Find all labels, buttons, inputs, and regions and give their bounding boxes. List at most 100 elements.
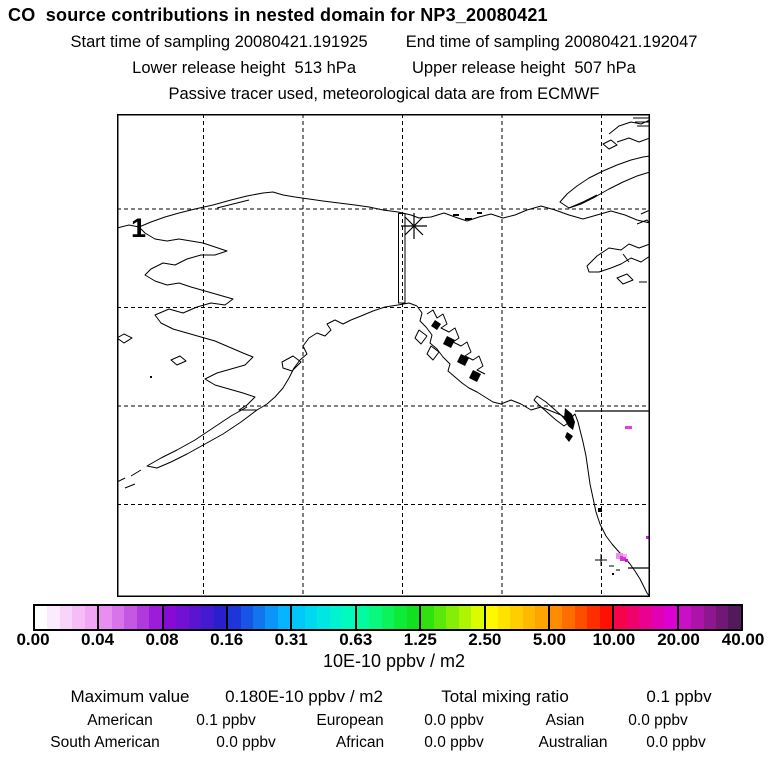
region-label-american: American: [87, 712, 153, 729]
colorbar-cell: [587, 606, 600, 629]
colorbar-cell: [342, 606, 355, 629]
colorbar-tick-label: 0.00: [16, 630, 50, 649]
colorbar-cell: [228, 606, 241, 629]
colorbar-tick-label: 40.00: [721, 630, 765, 649]
region-value-african: 0.0 ppbv: [424, 734, 484, 751]
release-asterisk-icon: [401, 213, 427, 239]
colorbar-cell: [149, 606, 162, 629]
colorbar-cell: [664, 606, 677, 629]
colorbar-cell: [549, 606, 563, 629]
station-label: 1: [131, 213, 146, 243]
colorbar-cell: [678, 606, 692, 629]
colorbar-cell: [356, 606, 370, 629]
colorbar-cell: [111, 606, 125, 629]
colorbar-units: 10E-10 ppbv / m2: [322, 651, 466, 671]
colorbar-cell: [317, 606, 330, 629]
colorbar-cell: [406, 606, 420, 629]
colorbar-cell: [497, 606, 511, 629]
colorbar-cell: [574, 606, 588, 629]
colorbar-cell: [99, 606, 112, 629]
colorbar-cell: [433, 606, 447, 629]
colorbar-cell: [124, 606, 137, 629]
region-value-australian: 0.0 ppbv: [646, 734, 706, 751]
colorbar-segment: [292, 606, 357, 629]
end-time-text: End time of sampling 20080421.192047: [405, 33, 698, 51]
page-title: CO source contributions in nested domain…: [8, 5, 548, 25]
colorbar-segment: [421, 606, 486, 629]
colorbar-cell: [691, 606, 704, 629]
colorbar-cell: [639, 606, 652, 629]
colorbar-segment: [35, 606, 100, 629]
colorbar-segment: [99, 606, 164, 629]
colorbar-cell: [381, 606, 395, 629]
colorbar-cell: [176, 606, 189, 629]
colorbar-cell: [651, 606, 665, 629]
map-panel: 1: [116, 114, 651, 598]
colorbar-cell: [471, 606, 484, 629]
colorbar-cell: [35, 606, 48, 629]
colorbar-cell: [213, 606, 227, 629]
mixing-ratio-label: Total mixing ratio: [441, 687, 569, 706]
coastlines: [116, 117, 651, 598]
colorbar-tick-label: 20.00: [657, 630, 700, 649]
colorbar-cell: [522, 606, 536, 629]
colorbar: [33, 604, 743, 631]
lower-release-text: Lower release height 513 hPa: [132, 59, 356, 77]
colorbar-cell: [201, 606, 214, 629]
colorbar-tick-label: 0.31: [274, 630, 308, 649]
max-value-label: Maximum value: [70, 687, 190, 706]
colorbar-segment: [678, 606, 741, 629]
colorbar-tick-label: 2.50: [468, 630, 502, 649]
colorbar-cell: [626, 606, 640, 629]
region-value-south-american: 0.0 ppbv: [216, 734, 276, 751]
tracer-note-text: Passive tracer used, meteorological data…: [168, 85, 600, 103]
colorbar-cell: [510, 606, 523, 629]
colorbar-tick-label: 0.16: [210, 630, 244, 649]
colorbar-cell: [47, 606, 60, 629]
mixing-ratio-value: 0.1 ppbv: [646, 687, 712, 706]
graticule: [117, 114, 650, 597]
colorbar-tick-label: 10.00: [592, 630, 636, 649]
colorbar-tick-label: 0.08: [145, 630, 179, 649]
colorbar-cell: [84, 606, 98, 629]
region-label-african: African: [335, 734, 385, 751]
colorbar-segment: [163, 606, 229, 629]
region-label-asian: Asian: [545, 712, 585, 729]
colorbar-cell: [599, 606, 613, 629]
map-frame: [117, 114, 650, 597]
colorbar-cell: [716, 606, 729, 629]
colorbar-tick-label: 0.63: [339, 630, 373, 649]
border-lines: [575, 410, 650, 569]
upper-release-text: Upper release height 507 hPa: [412, 59, 636, 77]
max-value: 0.180E-10 ppbv / m2: [225, 687, 383, 706]
colorbar-cell: [240, 606, 254, 629]
sampling-times-line: Start time of sampling 20080421.191925 E…: [0, 33, 768, 52]
colorbar-cell: [136, 606, 150, 629]
region-label-european: European: [316, 712, 384, 729]
colorbar-cell: [329, 606, 343, 629]
map-canvas: 1: [116, 114, 651, 598]
colorbar-tick-row: 0.00 0.04 0.08 0.16 0.31 0.63 1.25 2.50 5.00 10.0…: [0, 630, 768, 649]
colorbar-cell: [188, 606, 202, 629]
colorbar-cell: [277, 606, 291, 629]
region-label-south-american: South American: [50, 734, 160, 751]
tracer-note-line: Passive tracer used, meteorological data…: [0, 85, 768, 104]
start-time-text: Start time of sampling 20080421.191925: [70, 33, 368, 51]
colorbar-cell: [458, 606, 472, 629]
region-value-asian: 0.0 ppbv: [628, 712, 688, 729]
colorbar-cell: [614, 606, 627, 629]
colorbar-cell: [535, 606, 548, 629]
colorbar-segment: [228, 606, 293, 629]
colorbar-cell: [72, 606, 85, 629]
colorbar-segment: [614, 606, 679, 629]
colorbar-cell: [446, 606, 459, 629]
colorbar-cell: [253, 606, 266, 629]
colorbar-cell: [59, 606, 73, 629]
colorbar-tick-label: 5.00: [532, 630, 566, 649]
region-value-american: 0.1 ppbv: [196, 712, 256, 729]
colorbar-tick-label: 0.04: [81, 630, 115, 649]
colorbar-cell: [421, 606, 434, 629]
colorbar-cell: [485, 606, 498, 629]
region-label-australian: Australian: [538, 734, 608, 751]
colorbar-segment: [485, 606, 550, 629]
